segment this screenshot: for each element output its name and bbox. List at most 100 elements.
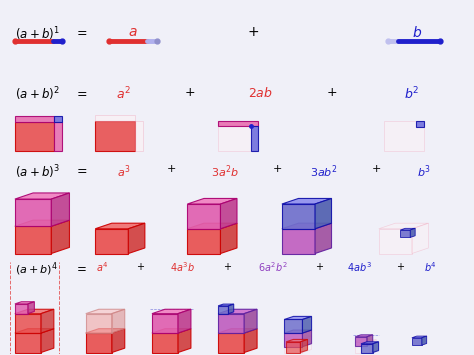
Polygon shape	[284, 316, 311, 320]
Polygon shape	[412, 338, 422, 345]
Polygon shape	[412, 336, 427, 338]
Polygon shape	[412, 223, 428, 253]
Polygon shape	[15, 309, 54, 313]
Polygon shape	[178, 329, 191, 353]
Polygon shape	[361, 342, 379, 344]
Polygon shape	[218, 313, 244, 333]
Polygon shape	[410, 228, 415, 237]
Polygon shape	[86, 329, 125, 333]
Text: $4ab^3$: $4ab^3$	[347, 261, 373, 274]
Polygon shape	[422, 336, 427, 345]
Text: $=$: $=$	[74, 163, 88, 176]
Polygon shape	[220, 198, 237, 229]
Bar	[416, 121, 424, 127]
Polygon shape	[284, 336, 311, 339]
Polygon shape	[400, 228, 415, 230]
Polygon shape	[128, 223, 145, 253]
Text: $6a^2b^2$: $6a^2b^2$	[257, 261, 287, 274]
Text: $a^4$: $a^4$	[96, 261, 109, 274]
Polygon shape	[95, 223, 145, 229]
Text: $4a^3b$: $4a^3b$	[170, 261, 195, 274]
Polygon shape	[187, 229, 220, 253]
Polygon shape	[218, 333, 244, 353]
Polygon shape	[301, 339, 308, 353]
Polygon shape	[369, 340, 376, 353]
Polygon shape	[286, 342, 301, 353]
Polygon shape	[284, 320, 302, 333]
Text: $3a^2b$: $3a^2b$	[211, 163, 239, 180]
Polygon shape	[400, 230, 410, 237]
Polygon shape	[86, 313, 112, 333]
Polygon shape	[41, 329, 54, 353]
Polygon shape	[244, 309, 257, 333]
Polygon shape	[128, 223, 145, 253]
Polygon shape	[220, 223, 237, 253]
Text: $+$: $+$	[166, 163, 176, 174]
Polygon shape	[218, 304, 234, 306]
Text: $a^2$: $a^2$	[116, 86, 131, 102]
Text: $=$: $=$	[74, 86, 88, 99]
Polygon shape	[178, 309, 191, 333]
Polygon shape	[28, 302, 35, 313]
Polygon shape	[355, 337, 367, 345]
Bar	[15, 122, 54, 151]
Polygon shape	[315, 198, 331, 229]
Polygon shape	[361, 344, 373, 353]
Polygon shape	[51, 193, 70, 226]
Polygon shape	[282, 223, 331, 229]
Polygon shape	[412, 336, 427, 338]
Polygon shape	[112, 329, 125, 353]
Text: $+$: $+$	[184, 86, 195, 99]
Polygon shape	[95, 223, 145, 229]
Text: $(a+b)^1$: $(a+b)^1$	[15, 26, 60, 43]
Text: $(a+b)^2$: $(a+b)^2$	[15, 86, 60, 103]
Text: $+$: $+$	[326, 86, 337, 99]
Polygon shape	[282, 198, 331, 204]
Polygon shape	[244, 329, 257, 353]
Polygon shape	[95, 229, 128, 253]
Bar	[95, 115, 136, 121]
Polygon shape	[302, 336, 311, 353]
Polygon shape	[152, 313, 178, 333]
Bar	[383, 121, 424, 151]
Text: $b^2$: $b^2$	[404, 86, 419, 102]
Text: $+$: $+$	[272, 163, 282, 174]
Polygon shape	[218, 329, 257, 333]
Polygon shape	[284, 333, 302, 347]
Polygon shape	[95, 229, 128, 253]
Text: $+$: $+$	[136, 261, 145, 272]
Polygon shape	[373, 342, 379, 353]
Polygon shape	[220, 223, 237, 253]
Text: $b^4$: $b^4$	[424, 261, 437, 274]
Polygon shape	[15, 313, 41, 333]
Polygon shape	[284, 339, 302, 353]
Polygon shape	[187, 198, 237, 204]
Polygon shape	[355, 335, 373, 337]
Polygon shape	[152, 333, 178, 353]
Polygon shape	[95, 223, 145, 229]
Polygon shape	[367, 335, 373, 345]
Polygon shape	[355, 342, 369, 353]
Bar	[15, 116, 54, 122]
Polygon shape	[282, 204, 315, 229]
Polygon shape	[379, 223, 428, 229]
Text: $2ab$: $2ab$	[248, 86, 273, 99]
Polygon shape	[187, 204, 220, 229]
Polygon shape	[15, 333, 41, 353]
Text: $+$: $+$	[395, 261, 405, 272]
Text: $=$: $=$	[74, 261, 87, 274]
Polygon shape	[412, 338, 422, 345]
Text: $a$: $a$	[128, 26, 138, 39]
Polygon shape	[302, 316, 311, 333]
Text: $b$: $b$	[411, 26, 422, 40]
Polygon shape	[282, 223, 331, 229]
Text: $3ab^2$: $3ab^2$	[310, 163, 338, 180]
Polygon shape	[286, 339, 308, 342]
Polygon shape	[187, 223, 237, 229]
Text: $+$: $+$	[315, 261, 324, 272]
Polygon shape	[282, 229, 315, 253]
Polygon shape	[218, 309, 257, 313]
Polygon shape	[41, 309, 54, 333]
Bar	[54, 122, 62, 151]
Polygon shape	[187, 229, 220, 253]
